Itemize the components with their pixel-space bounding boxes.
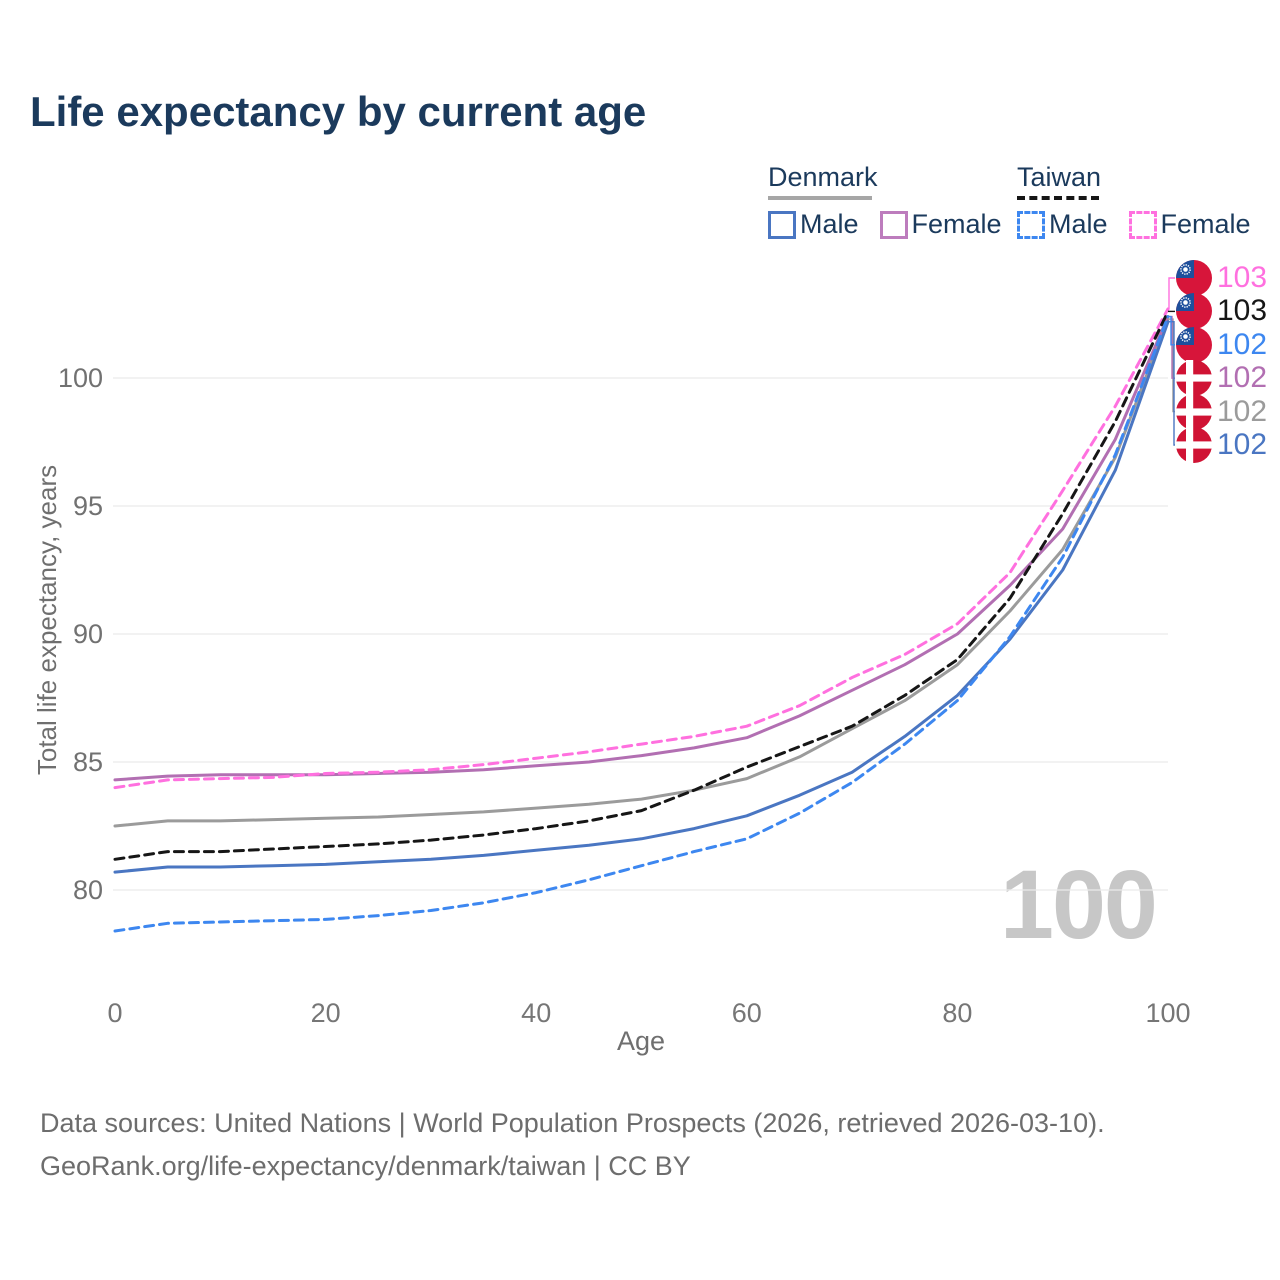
end-label-row-0: 103 [1176, 260, 1267, 296]
taiwan-flag-icon [1176, 327, 1212, 363]
legend-group-denmark: Denmark Male Female [768, 162, 1023, 240]
taiwan-flag-icon [1176, 293, 1212, 329]
series-line-taiwan [113, 309, 1170, 861]
x-axis-title: Age [616, 1026, 666, 1056]
footer-attribution: GeoRank.org/life-expectancy/denmark/taiw… [40, 1151, 691, 1181]
legend-denmark-female-swatch[interactable] [879, 210, 908, 239]
y-tick-95: 95 [73, 491, 103, 521]
legend-taiwan-female-swatch[interactable] [1128, 210, 1157, 239]
legend-denmark-female-label[interactable]: Female [911, 209, 1002, 239]
end-label-row-5: 102 [1176, 427, 1267, 463]
legend-group-taiwan: Taiwan Male Female [1017, 162, 1272, 240]
end-label-value: 102 [1217, 361, 1268, 395]
denmark-flag-icon [1176, 394, 1212, 430]
y-tick-80: 80 [73, 875, 103, 905]
x-tick-20: 20 [311, 998, 341, 1028]
age-counter-watermark: 100 [1000, 850, 1158, 959]
legend-taiwan-male-swatch[interactable] [1017, 210, 1045, 239]
footer-data-sources: Data sources: United Nations | World Pop… [40, 1108, 1105, 1138]
series-line-denmark [113, 317, 1170, 828]
end-label-value: 103 [1217, 294, 1268, 328]
y-tick-100: 100 [58, 363, 103, 393]
series-line-denmark-female [113, 315, 1170, 782]
footer: Data sources: United Nations | World Pop… [40, 1102, 1105, 1188]
taiwan-flag-icon [1176, 260, 1212, 296]
end-label-value: 102 [1217, 327, 1268, 361]
x-tick-100: 100 [1145, 998, 1190, 1028]
y-axis-title: Total life expectancy, years [32, 464, 62, 776]
y-tick-90: 90 [73, 619, 103, 649]
x-tick-40: 40 [521, 998, 551, 1028]
legend-denmark-male-label[interactable]: Male [800, 209, 859, 239]
denmark-flag-icon [1176, 360, 1212, 396]
end-label-value: 102 [1217, 394, 1268, 428]
end-label-row-2: 102 [1176, 327, 1267, 363]
end-label-row-1: 103 [1176, 293, 1267, 329]
x-tick-60: 60 [732, 998, 762, 1028]
legend-denmark-underline [768, 196, 872, 200]
end-label-value: 103 [1217, 261, 1268, 294]
series-line-taiwan-male [113, 315, 1170, 933]
legend-taiwan-underline [1017, 196, 1099, 200]
end-label-row-3: 102 [1176, 360, 1267, 396]
legend-taiwan-male-label[interactable]: Male [1049, 209, 1108, 239]
series-line-taiwan-female [113, 307, 1170, 790]
leader-line-taiwan-female [1168, 277, 1175, 310]
leader-line-taiwan-male [1168, 315, 1175, 346]
legend-denmark-male-swatch[interactable] [768, 210, 796, 239]
legend-taiwan-female-label[interactable]: Female [1160, 209, 1251, 239]
denmark-flag-icon [1176, 427, 1212, 463]
x-tick-80: 80 [942, 998, 972, 1028]
legend-taiwan-label: Taiwan [1017, 162, 1102, 192]
end-label-row-4: 102 [1176, 394, 1267, 430]
end-label-value: 102 [1217, 428, 1268, 461]
x-tick-0: 0 [107, 998, 122, 1028]
page-title: Life expectancy by current age [30, 88, 647, 135]
y-tick-85: 85 [73, 747, 103, 777]
legend-denmark-label: Denmark [768, 162, 878, 192]
